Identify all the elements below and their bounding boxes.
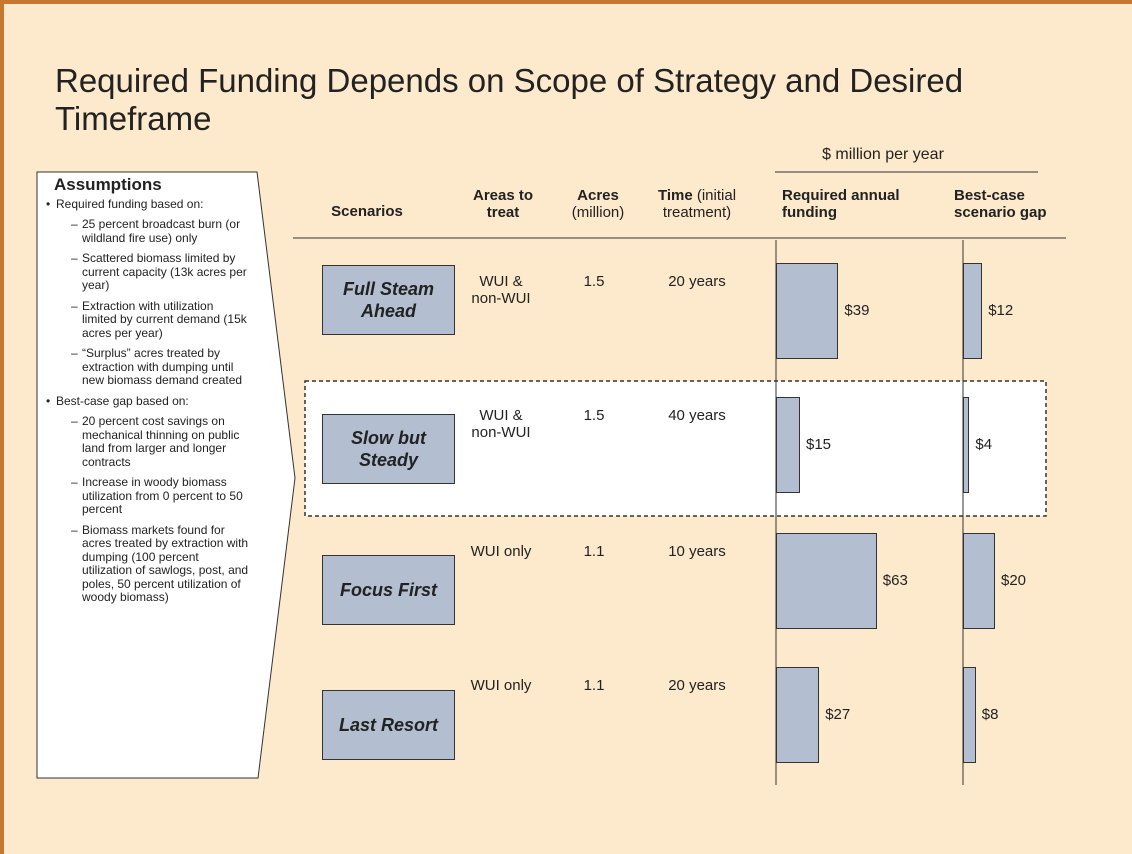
assumption-text: Best-case gap based on: bbox=[56, 393, 189, 408]
left-rule bbox=[0, 0, 4, 854]
sub-assumption: 20 percent cost savings on mechanical th… bbox=[56, 414, 251, 469]
col-time-bold: Time bbox=[657, 187, 693, 204]
col-funding: Required annual funding bbox=[782, 187, 900, 221]
gap-bar bbox=[963, 397, 970, 493]
sub-assumption: Extraction with utilization limited by c… bbox=[56, 299, 251, 341]
gap-label: $20 bbox=[1001, 572, 1027, 589]
col-acres-bold: Acres bbox=[577, 187, 619, 204]
gap-bar bbox=[963, 533, 995, 629]
unit-header: $ million per year bbox=[822, 146, 944, 163]
time: 40 years bbox=[668, 407, 726, 424]
time: 20 years bbox=[668, 273, 726, 290]
scenario-box: Full Steam Ahead bbox=[322, 265, 455, 335]
areas: WUI & non-WUI bbox=[471, 407, 531, 441]
sub-assumption: Increase in woody biomass utilization fr… bbox=[56, 475, 251, 517]
funding-label: $63 bbox=[882, 572, 908, 589]
col-areas: Areas to treat bbox=[472, 187, 534, 221]
areas: WUI only bbox=[470, 543, 532, 560]
sub-assumption: Biomass markets found for acres treated … bbox=[56, 523, 251, 605]
col-gap: Best-case scenario gap bbox=[954, 187, 1047, 221]
time: 10 years bbox=[668, 543, 726, 560]
gap-label: $8 bbox=[981, 706, 999, 723]
funding-label: $39 bbox=[844, 302, 870, 319]
assumption: Required funding based on: 25 percent bro… bbox=[46, 196, 251, 388]
assumptions-title: Assumptions bbox=[54, 175, 162, 194]
sub-assumption: 25 percent broadcast burn (or wildland f… bbox=[56, 217, 251, 245]
col-time-rest: (initial treatment) bbox=[662, 187, 737, 221]
col-acres: Acres (million) bbox=[563, 187, 633, 221]
acres: 1.1 bbox=[583, 543, 605, 560]
funding-bar bbox=[776, 533, 877, 629]
areas: WUI only bbox=[470, 677, 532, 694]
assumptions: Assumptions Required funding based on: 25… bbox=[46, 175, 251, 612]
scenario-box: Focus First bbox=[322, 555, 455, 625]
gap-bar bbox=[963, 667, 976, 763]
time: 20 years bbox=[668, 677, 726, 694]
col-acres-rest: (million) bbox=[571, 204, 625, 221]
acres: 1.5 bbox=[583, 407, 605, 424]
assumption-text: Required funding based on: bbox=[56, 196, 204, 211]
funding-label: $27 bbox=[825, 706, 851, 723]
funding-bar bbox=[776, 397, 800, 493]
funding-bar bbox=[776, 263, 839, 359]
slide-title: Required Funding Depends on Scope of Str… bbox=[55, 62, 964, 137]
col-time: Time (initial treatment) bbox=[647, 187, 747, 221]
assumption: Best-case gap based on: 20 percent cost s… bbox=[46, 393, 251, 605]
sub-assumption: “Surplus” acres treated by extraction wi… bbox=[56, 346, 251, 388]
col-scenarios: Scenarios bbox=[331, 203, 403, 220]
gap-bar bbox=[963, 263, 983, 359]
funding-label: $15 bbox=[806, 436, 832, 453]
assumptions-list: Required funding based on: 25 percent bro… bbox=[46, 196, 251, 605]
gap-label: $12 bbox=[988, 302, 1014, 319]
acres: 1.1 bbox=[583, 677, 605, 694]
sub-list: 25 percent broadcast burn (or wildland f… bbox=[56, 217, 251, 388]
scenario-box: Last Resort bbox=[322, 690, 455, 760]
areas: WUI & non-WUI bbox=[471, 273, 531, 307]
sub-list: 20 percent cost savings on mechanical th… bbox=[56, 414, 251, 605]
acres: 1.5 bbox=[583, 273, 605, 290]
top-rule bbox=[0, 0, 1132, 4]
sub-assumption: Scattered biomass limited by current cap… bbox=[56, 251, 251, 293]
scenario-box: Slow but Steady bbox=[322, 414, 455, 484]
funding-bar bbox=[776, 667, 820, 763]
gap-label: $4 bbox=[975, 436, 993, 453]
